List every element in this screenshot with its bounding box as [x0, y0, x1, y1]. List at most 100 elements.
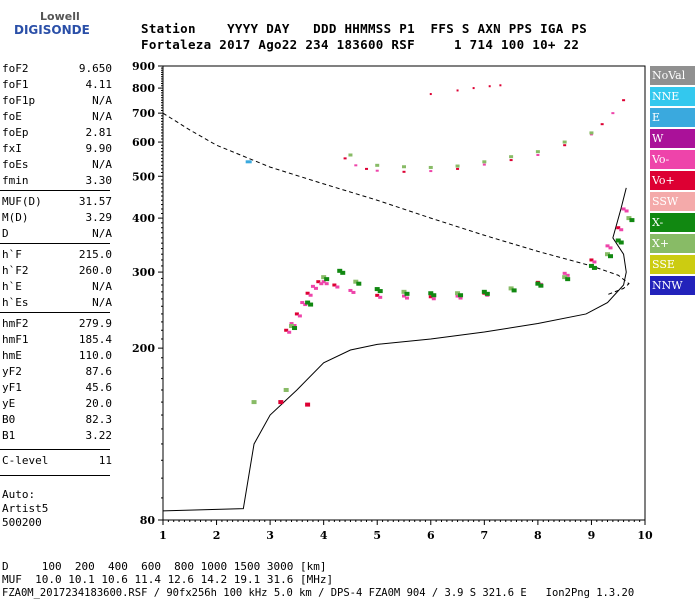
data-point — [321, 280, 326, 284]
param-value: 82.3 — [85, 413, 113, 426]
x-tick-label: 5 — [373, 529, 381, 542]
y-tick-label: 600 — [132, 136, 155, 149]
y-tick-label: 500 — [132, 170, 155, 183]
data-point — [374, 287, 380, 292]
param-value: 9.90 — [85, 142, 113, 155]
param-value: 45.6 — [85, 381, 113, 394]
x-tick-label: 2 — [213, 529, 221, 542]
param-value: 11 — [98, 454, 112, 467]
separator — [0, 190, 110, 191]
data-point — [499, 84, 502, 87]
data-point — [356, 281, 362, 286]
file-info-row: FZA0M_2017234183600.RSF / 90fx256h 100 k… — [2, 587, 635, 599]
param-name: h`F — [2, 248, 22, 261]
param-name: MUF(D) — [2, 195, 42, 208]
x-tick-label: 1 — [159, 529, 167, 542]
muf-dashed-curve — [162, 112, 630, 296]
data-point — [431, 297, 436, 301]
data-point — [378, 295, 383, 299]
param-name: hmF1 — [2, 333, 29, 346]
legend-item: NNW — [650, 276, 695, 295]
legend-item: E — [650, 108, 695, 127]
param-name: B1 — [2, 429, 16, 442]
data-point — [429, 93, 432, 96]
param-value: 20.0 — [85, 397, 113, 410]
data-point — [404, 291, 410, 296]
data-point — [611, 112, 615, 115]
param-name: D — [2, 227, 9, 240]
data-point — [297, 314, 302, 318]
data-point — [402, 165, 406, 169]
param-value: 215.0 — [78, 248, 112, 261]
lowell-logo-text: Lowell — [40, 10, 80, 23]
data-point — [348, 288, 353, 292]
legend-item: X- — [650, 213, 695, 232]
param-name: h`Es — [2, 296, 29, 309]
data-point — [429, 170, 433, 173]
param-value: 260.0 — [78, 264, 112, 277]
param-value: N/A — [92, 94, 112, 107]
data-point — [508, 286, 514, 291]
data-point — [401, 289, 407, 294]
data-point — [402, 294, 406, 298]
data-point — [340, 270, 346, 275]
data-point — [321, 275, 327, 280]
auto-label: Auto: — [2, 488, 36, 501]
data-point — [294, 312, 299, 316]
separator — [0, 243, 110, 244]
data-point — [591, 265, 597, 270]
data-point — [456, 167, 460, 170]
param-name: yF1 — [2, 381, 22, 394]
x-tick-label: 3 — [266, 529, 274, 542]
data-point — [348, 153, 353, 157]
distance-row: D 100 200 400 600 800 1000 1500 3000 [km… — [2, 560, 327, 573]
data-point — [324, 282, 329, 286]
param-value: 9.650 — [78, 62, 112, 75]
data-point — [305, 300, 311, 305]
data-point — [405, 296, 409, 300]
data-point — [562, 140, 567, 144]
data-point — [428, 291, 434, 296]
param-value: 279.9 — [78, 317, 112, 330]
data-point — [455, 294, 460, 298]
data-point — [608, 246, 613, 250]
data-point — [565, 273, 570, 277]
param-name: foEp — [2, 126, 29, 139]
data-point — [251, 400, 257, 405]
data-point — [458, 296, 463, 300]
param-value: N/A — [92, 110, 112, 123]
legend-item: X+ — [650, 234, 695, 253]
data-point — [313, 286, 318, 290]
data-point — [283, 387, 289, 392]
data-point — [455, 291, 461, 296]
param-value: N/A — [92, 227, 112, 240]
muf-row: MUF 10.0 10.1 10.6 11.4 12.6 14.2 19.1 3… — [2, 573, 334, 586]
header-row-labels: Station YYYY DAY DDD HHMMSS P1 FFS S AXN… — [141, 21, 588, 36]
data-point — [428, 295, 433, 299]
data-point — [484, 291, 490, 296]
data-point — [616, 226, 621, 230]
param-value: N/A — [92, 158, 112, 171]
param-name: h`E — [2, 280, 22, 293]
data-point — [428, 165, 433, 169]
param-value: 31.57 — [78, 195, 112, 208]
x-tick-label: 10 — [637, 529, 653, 542]
data-point — [481, 289, 487, 294]
legend-item: Vo- — [650, 150, 695, 169]
data-point — [365, 167, 369, 170]
data-point — [455, 164, 460, 168]
data-point — [562, 275, 568, 280]
param-name: foF2 — [2, 62, 29, 75]
data-point — [287, 330, 292, 334]
legend-item: NoVal — [650, 66, 695, 85]
data-point — [624, 209, 629, 213]
data-point — [332, 283, 337, 287]
data-point — [402, 170, 406, 173]
data-point — [592, 260, 597, 264]
param-value: N/A — [92, 280, 112, 293]
param-name: B0 — [2, 413, 16, 426]
data-point — [511, 288, 517, 293]
data-point — [472, 87, 475, 90]
data-point — [563, 144, 567, 147]
